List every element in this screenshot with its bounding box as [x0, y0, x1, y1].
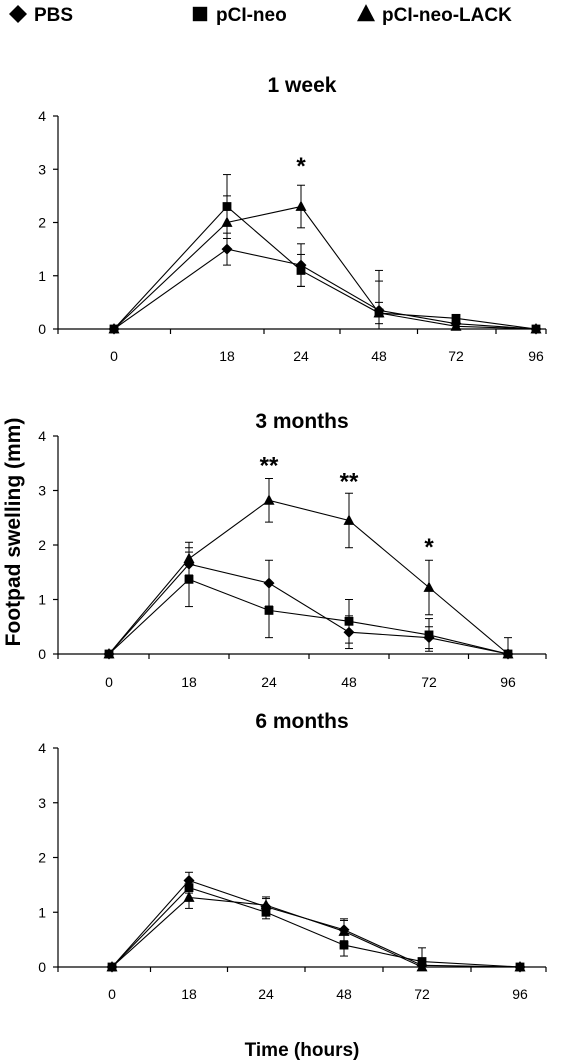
- series-square: [107, 881, 525, 972]
- y-tick-label: 0: [38, 321, 46, 337]
- series-line: [111, 879, 521, 968]
- y-tick-label: 4: [38, 428, 46, 444]
- legend-label: pCI-neo-LACK: [382, 5, 512, 26]
- panel-1: 1 week 0 1 2 3 4 0 18 24 48 72 96 *: [38, 74, 547, 364]
- data-point-triangle: [450, 320, 462, 331]
- series-diamond: [103, 547, 514, 660]
- series-square: [109, 174, 541, 334]
- series-line: [111, 886, 521, 968]
- data-point-square: [264, 606, 274, 615]
- series-triangle: [106, 886, 526, 972]
- data-point-triangle: [108, 322, 120, 334]
- series-triangle: [108, 184, 542, 334]
- y-axis-title: Footpad swelling (mm): [2, 418, 25, 647]
- series-line: [111, 896, 520, 968]
- data-point-triangle: [183, 552, 195, 564]
- data-point-square: [451, 313, 461, 323]
- data-point-triangle: [502, 647, 514, 659]
- series-triangle: [103, 478, 514, 659]
- y-tick-label: 4: [38, 108, 46, 124]
- data-point-square: [344, 616, 354, 626]
- data-point-triangle: [221, 216, 233, 227]
- x-tick-label: 24: [261, 674, 277, 690]
- series-line: [108, 499, 509, 655]
- significance-marker: *: [424, 534, 434, 561]
- y-tick-label: 1: [38, 592, 46, 608]
- data-point-triangle: [343, 514, 355, 525]
- data-point-triangle: [106, 960, 118, 972]
- data-point-triangle: [423, 581, 435, 592]
- y-tick-label: 2: [38, 850, 46, 866]
- x-tick-label: 48: [336, 986, 352, 1002]
- legend-item-1: PBS: [9, 5, 73, 26]
- y-tick-label: 3: [38, 483, 46, 499]
- y-tick-label: 0: [38, 959, 46, 975]
- x-tick-label: 48: [341, 674, 357, 690]
- series-line: [108, 578, 509, 655]
- significance-marker: **: [260, 452, 279, 479]
- legend: PBS pCI-neo pCI-neo-LACK: [9, 4, 512, 26]
- series-line: [113, 205, 537, 330]
- y-tick-label: 4: [38, 740, 46, 756]
- data-point-triangle: [183, 891, 195, 902]
- x-tick-label: 48: [371, 348, 387, 364]
- x-tick-label: 72: [414, 986, 430, 1002]
- data-point-triangle: [514, 960, 526, 972]
- y-tick-label: 3: [38, 795, 46, 811]
- y-tick-label: 2: [38, 215, 46, 231]
- y-tick-label: 2: [38, 537, 46, 553]
- significance-marker: **: [340, 469, 359, 496]
- legend-item-2: pCI-neo: [192, 5, 287, 26]
- x-tick-label: 0: [105, 674, 113, 690]
- panel-title: 1 week: [268, 74, 337, 97]
- y-tick-label: 1: [38, 904, 46, 920]
- data-point-triangle: [260, 899, 272, 910]
- significance-marker: *: [296, 153, 306, 180]
- x-tick-label: 72: [448, 348, 464, 364]
- x-tick-label: 24: [258, 986, 274, 1002]
- data-point-square: [184, 574, 194, 584]
- panel-title: 6 months: [255, 710, 348, 733]
- data-point-triangle: [338, 925, 350, 936]
- x-tick-label: 24: [293, 348, 309, 364]
- data-point-square: [296, 266, 306, 275]
- data-point-triangle: [530, 322, 542, 334]
- data-point-triangle: [373, 306, 385, 318]
- y-tick-label: 1: [38, 268, 46, 284]
- panel-3: 6 months 0 1 2 3 4 0 18 24 48 72 96: [38, 710, 547, 1002]
- legend-marker-diamond: [9, 5, 27, 23]
- panel-title: 3 months: [255, 410, 348, 433]
- x-tick-label: 18: [181, 986, 197, 1002]
- series-line: [113, 205, 537, 330]
- legend-marker-square: [192, 6, 208, 22]
- y-tick-label: 0: [38, 646, 46, 662]
- data-point-square: [424, 630, 434, 640]
- x-tick-label: 18: [219, 348, 235, 364]
- data-point-square: [339, 940, 349, 950]
- data-point-triangle: [295, 200, 307, 211]
- series-line: [108, 563, 509, 655]
- x-tick-label: 96: [512, 986, 528, 1002]
- x-tick-label: 0: [108, 986, 116, 1002]
- x-axis-title: Time (hours): [245, 1040, 360, 1061]
- data-point-triangle: [103, 647, 115, 659]
- legend-label: PBS: [34, 5, 73, 26]
- legend-item-3: pCI-neo-LACK: [357, 4, 512, 26]
- series-line: [113, 248, 537, 330]
- legend-marker-triangle: [357, 4, 375, 22]
- legend-label: pCI-neo: [216, 5, 287, 26]
- data-point-triangle: [416, 960, 428, 972]
- x-tick-label: 96: [528, 348, 544, 364]
- data-point-triangle: [263, 494, 275, 505]
- x-tick-label: 18: [181, 674, 197, 690]
- x-tick-label: 72: [421, 674, 437, 690]
- x-tick-label: 96: [500, 674, 516, 690]
- y-tick-label: 3: [38, 161, 46, 177]
- x-tick-label: 0: [110, 348, 118, 364]
